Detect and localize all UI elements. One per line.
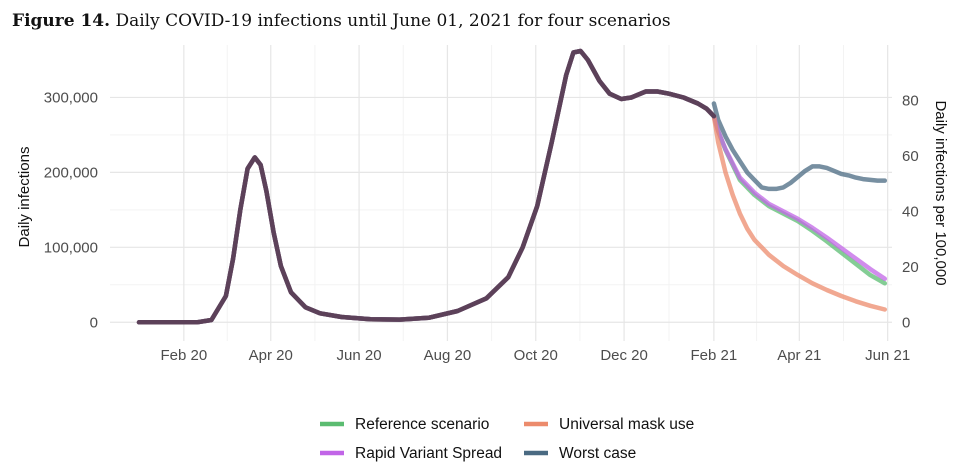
y2-tick-label: 0 bbox=[902, 314, 910, 331]
y2-tick-label: 60 bbox=[902, 148, 919, 165]
legend: Reference scenario Universal mask use Rapi… bbox=[320, 416, 694, 462]
series-lines bbox=[136, 48, 888, 325]
figure-caption: Figure 14. Daily COVID-19 infections unt… bbox=[12, 11, 671, 31]
y-axis-ticks: 0 100,000 200,000 300,000 bbox=[44, 89, 98, 331]
x-tick-label: Aug 20 bbox=[424, 347, 472, 364]
y-axis-title: Daily infections bbox=[16, 147, 33, 248]
legend-label: Reference scenario bbox=[355, 416, 489, 433]
history-line bbox=[136, 48, 717, 325]
x-axis-ticks: Feb 20 Apr 20 Jun 20 Aug 20 Oct 20 Dec 20 Feb … bbox=[161, 347, 911, 364]
x-tick-label: Apr 20 bbox=[249, 347, 293, 364]
y-tick-label: 100,000 bbox=[44, 239, 98, 256]
history-line bbox=[136, 48, 717, 325]
series-line-rapid-variant-spread bbox=[711, 113, 888, 282]
figure-caption-text: Daily COVID-19 infections until June 01,… bbox=[115, 11, 671, 31]
history-line bbox=[136, 48, 717, 325]
y2-axis-ticks: 0 20 40 60 80 bbox=[902, 92, 919, 331]
x-tick-label: Feb 20 bbox=[161, 347, 208, 364]
x-tick-label: Jun 20 bbox=[337, 347, 382, 364]
legend-label: Rapid Variant Spread bbox=[355, 445, 502, 462]
y2-axis-title: Daily infections per 100,000 bbox=[932, 100, 949, 285]
x-tick-label: Feb 21 bbox=[691, 347, 738, 364]
series-line-worst-case bbox=[711, 101, 888, 192]
x-tick-label: Apr 21 bbox=[777, 347, 821, 364]
y-tick-label: 300,000 bbox=[44, 89, 98, 106]
x-tick-label: Jun 21 bbox=[865, 347, 910, 364]
legend-label: Worst case bbox=[559, 445, 636, 462]
y-tick-label: 0 bbox=[90, 314, 98, 331]
history-line bbox=[136, 48, 717, 325]
y2-tick-label: 80 bbox=[902, 92, 919, 109]
x-tick-label: Dec 20 bbox=[600, 347, 648, 364]
legend-label: Universal mask use bbox=[559, 416, 694, 433]
history-line-overlay bbox=[136, 48, 717, 325]
figure-label: Figure 14. bbox=[12, 11, 111, 31]
y2-tick-label: 40 bbox=[902, 203, 919, 220]
y-tick-label: 200,000 bbox=[44, 164, 98, 181]
series-line-universal-mask-use bbox=[711, 113, 888, 312]
y2-tick-label: 20 bbox=[902, 259, 919, 276]
x-tick-label: Oct 20 bbox=[514, 347, 558, 364]
grid bbox=[110, 45, 892, 341]
